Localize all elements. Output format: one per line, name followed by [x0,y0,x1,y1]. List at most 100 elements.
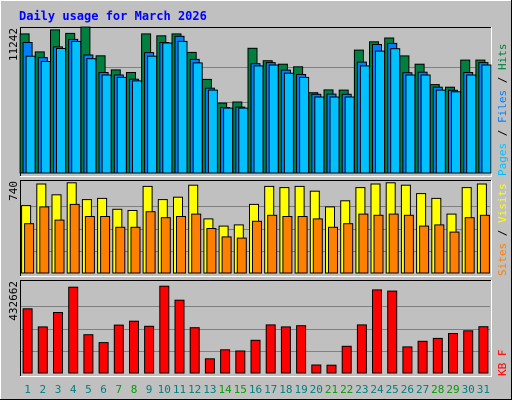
day-label-4: 4 [70,383,77,396]
bar-sites-day-18 [282,216,293,274]
bar-pages-day-28 [435,89,446,174]
day-label-28: 28 [431,383,444,396]
bar-kbytes-day-29 [448,333,458,374]
bar-sites-day-1 [24,223,35,274]
bar-sites-day-6 [100,216,111,274]
bar-kbytes-day-21 [326,364,337,374]
legend-entry: / [496,223,509,243]
day-label-16: 16 [249,383,262,396]
day-label-2: 2 [39,383,46,396]
bar-pages-day-12 [192,62,203,174]
bar-kbytes-day-4 [68,286,79,374]
legend-entry: KB F [496,350,509,377]
bar-sites-day-27 [419,225,430,274]
day-label-12: 12 [188,383,201,396]
bar-kbytes-day-2 [37,326,48,374]
bar-kbytes-day-5 [83,334,94,374]
bar-sites-day-31 [479,214,490,274]
bar-kbytes-day-7 [113,324,124,374]
bar-sites-day-30 [464,217,475,274]
bar-pages-day-24 [375,50,385,174]
bar-pages-day-1 [25,55,36,174]
bar-sites-day-22 [343,223,354,274]
day-label-15: 15 [234,383,247,396]
day-label-13: 13 [203,383,216,396]
bar-sites-day-26 [403,214,414,274]
day-label-27: 27 [416,383,429,396]
bar-kbytes-day-19 [296,325,307,374]
bar-kbytes-day-22 [341,345,352,374]
bar-pages-day-19 [299,76,310,174]
legend-entry: Files [496,90,509,123]
panel-3: 432662 KB F [7,280,509,377]
day-label-1: 1 [24,383,31,396]
bar-kbytes-day-28 [432,337,443,374]
bar-pages-day-8 [132,80,142,174]
bar-pages-day-20 [314,96,325,174]
bar-pages-day-27 [420,74,431,174]
day-label-23: 23 [355,383,368,396]
bar-kbytes-day-15 [235,350,246,374]
bar-kbytes-day-9 [144,325,155,374]
bar-pages-day-25 [390,48,401,174]
legend-entry: Pages [496,143,509,176]
y-max-label: 740 [7,181,20,201]
bar-kbytes-day-1 [22,308,33,374]
bar-sites-day-25 [388,213,399,274]
bar-sites-day-17 [267,214,278,274]
bar-pages-day-13 [207,89,218,174]
bar-kbytes-day-13 [204,358,215,374]
day-label-24: 24 [370,383,384,396]
day-label-8: 8 [131,383,138,396]
bar-kbytes-day-6 [98,342,109,374]
bar-pages-day-22 [344,96,355,174]
bar-kbytes-day-17 [265,324,276,374]
bar-kbytes-day-12 [189,327,200,374]
panel-legend: Pages / Files / Hits [496,44,509,177]
bar-sites-day-9 [145,211,156,274]
day-label-21: 21 [325,383,338,396]
day-label-3: 3 [55,383,62,396]
day-label-14: 14 [218,383,232,396]
legend-entry: / [496,70,509,90]
bar-kbytes-day-25 [387,290,398,374]
panel-legend: KB F [496,350,509,377]
bar-pages-day-14 [223,107,234,174]
bar-sites-day-11 [176,216,186,274]
bar-sites-day-4 [69,203,80,274]
day-label-25: 25 [386,383,399,396]
day-label-31: 31 [477,383,490,396]
day-label-9: 9 [146,383,153,396]
bar-kbytes-day-20 [311,364,322,374]
day-label-20: 20 [310,383,323,396]
bar-kbytes-day-3 [53,312,63,374]
day-label-11: 11 [173,383,186,396]
bar-pages-day-11 [177,40,188,174]
bar-pages-day-2 [40,61,51,174]
bar-sites-day-21 [328,226,338,274]
bar-kbytes-day-18 [280,326,291,374]
bar-kbytes-day-31 [478,326,489,374]
bar-sites-day-24 [373,214,384,274]
bar-sites-day-20 [312,218,323,274]
bar-kbytes-day-27 [417,340,428,374]
y-max-label: 11242 [7,28,20,61]
bar-pages-day-7 [116,76,127,174]
bar-pages-day-3 [56,48,66,174]
bar-pages-day-29 [451,91,461,174]
bar-pages-day-21 [329,96,340,174]
day-label-26: 26 [401,383,414,396]
bar-sites-day-7 [115,226,126,274]
bar-kbytes-day-14 [220,349,231,374]
chart-title: Daily usage for March 2026 [19,9,207,23]
bar-sites-day-2 [39,206,50,274]
day-label-17: 17 [264,383,277,396]
day-label-5: 5 [85,383,92,396]
panel-2: 740 Sites / Visits [7,180,509,277]
bar-sites-day-13 [206,228,217,274]
bar-kbytes-day-26 [402,346,413,374]
bar-pages-day-6 [101,74,112,174]
bar-kbytes-day-16 [250,339,261,374]
bar-sites-day-23 [358,213,369,274]
